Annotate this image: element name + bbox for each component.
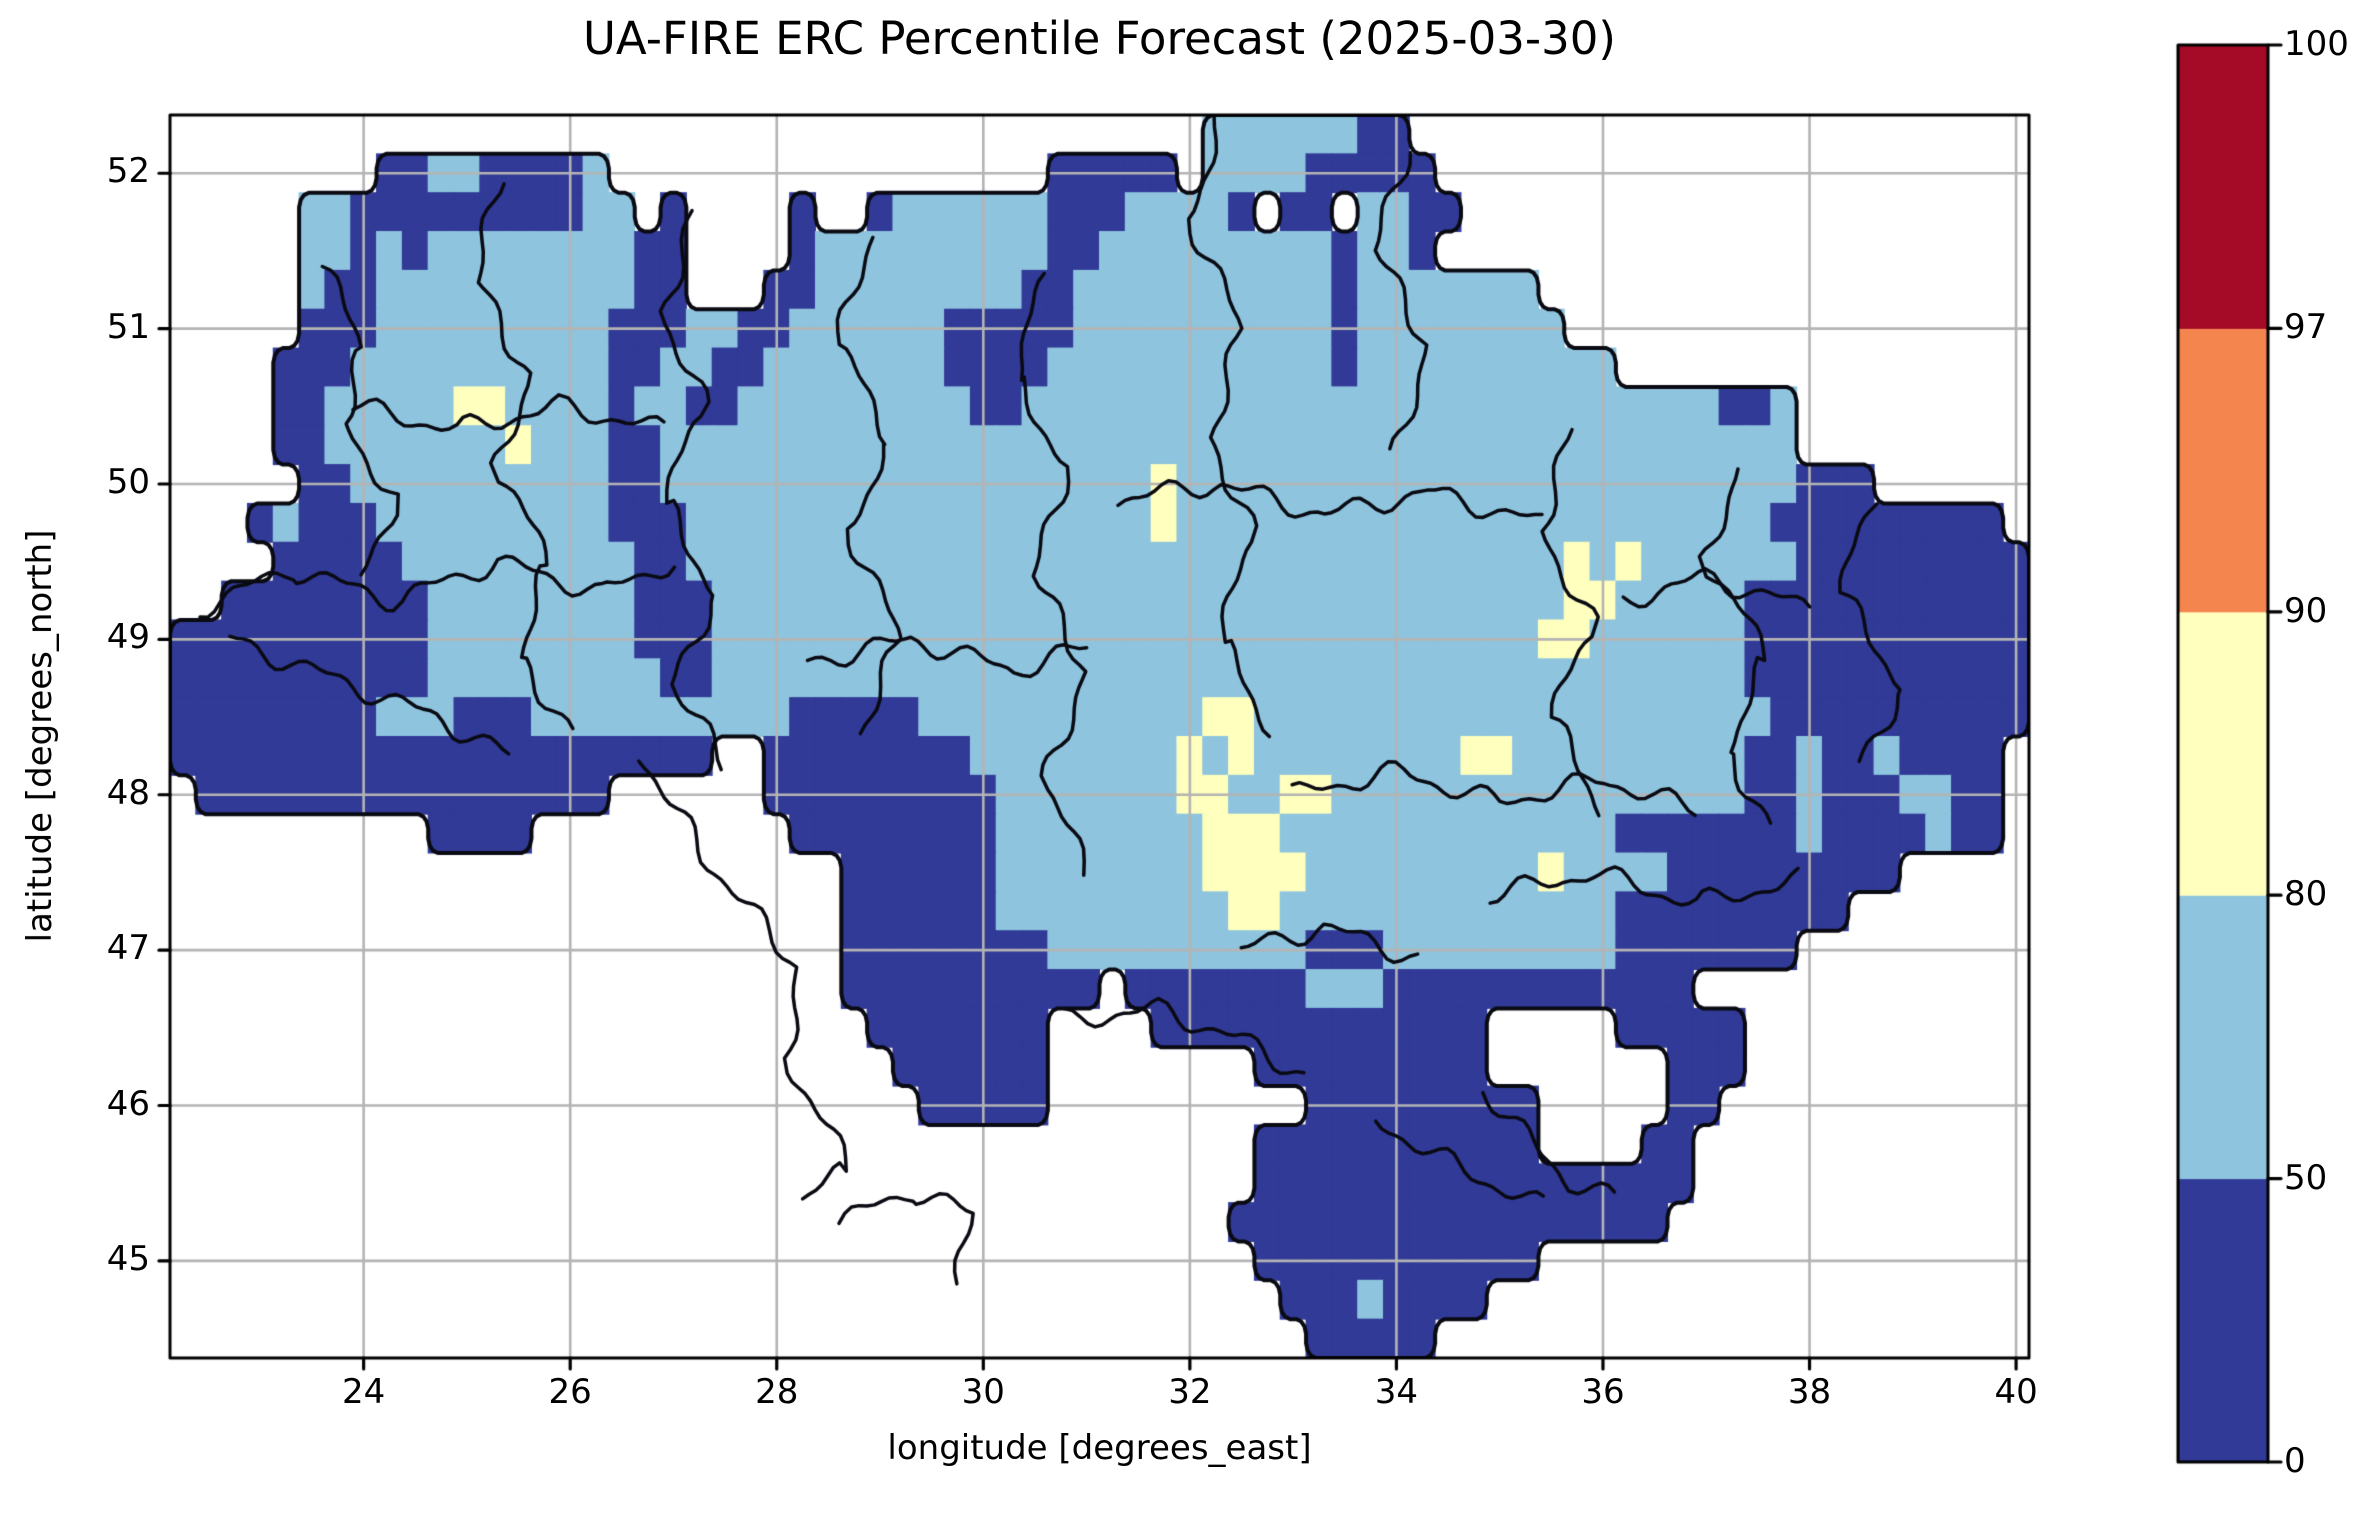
x-tick-label: 26 — [548, 1372, 592, 1412]
y-tick-label: 47 — [106, 928, 150, 969]
x-tick-label: 40 — [1994, 1372, 2038, 1412]
x-axis-label: longitude [degrees_east] — [887, 1428, 1312, 1468]
x-tick-label: 38 — [1787, 1372, 1832, 1412]
x-tick-label: 34 — [1374, 1372, 1419, 1412]
y-tick-label: 46 — [106, 1083, 150, 1124]
y-tick-label: 51 — [106, 306, 150, 347]
y-tick-label: 45 — [106, 1238, 150, 1279]
chart-title: UA-FIRE ERC Percentile Forecast (2025-03… — [583, 12, 1616, 65]
colorbar-tick-label: 97 — [2284, 307, 2328, 348]
y-axis-label: latitude [degrees_north] — [20, 529, 60, 943]
y-tick-label: 49 — [106, 617, 150, 658]
colorbar-tick-label: 50 — [2284, 1157, 2328, 1198]
y-tick-label: 52 — [106, 151, 150, 192]
x-tick-label: 32 — [1168, 1372, 1212, 1412]
x-tick-label: 36 — [1581, 1372, 1625, 1412]
x-tick-label: 30 — [961, 1372, 1005, 1412]
colorbar-tick-label: 0 — [2284, 1441, 2306, 1481]
x-tick-label: 24 — [342, 1372, 386, 1412]
y-tick-label: 50 — [106, 462, 150, 503]
x-tick-label: 28 — [755, 1372, 799, 1412]
colorbar-tick-label: 100 — [2284, 24, 2349, 64]
y-tick-label: 48 — [106, 772, 150, 813]
colorbar-tick-label: 80 — [2284, 874, 2328, 915]
colorbar-tick-label: 90 — [2284, 590, 2328, 631]
